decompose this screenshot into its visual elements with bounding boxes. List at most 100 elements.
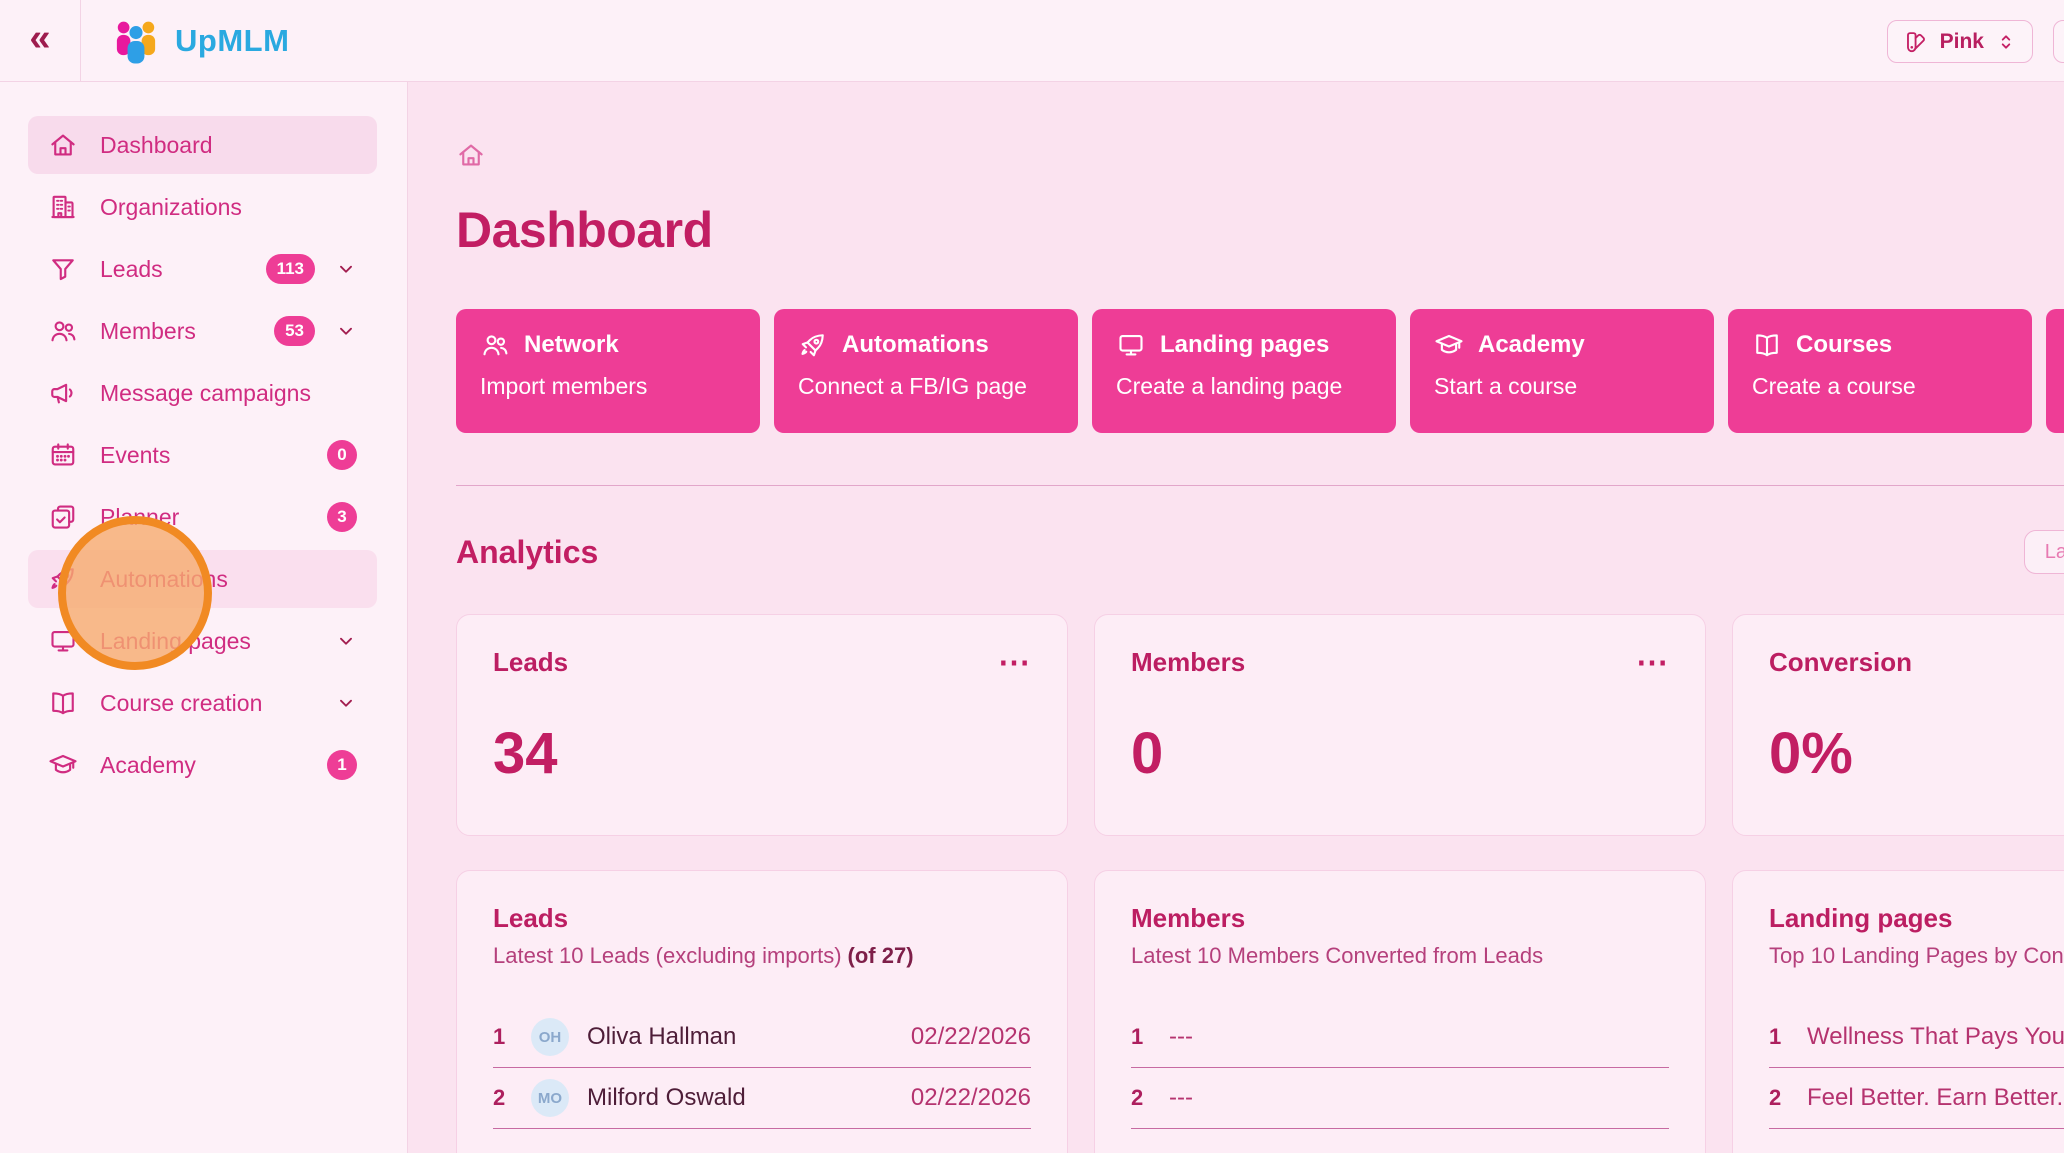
home-icon bbox=[48, 130, 78, 160]
quick-action-academy[interactable]: Academy Start a course bbox=[1410, 309, 1714, 433]
list-card-landing-pages: Landing pages Top 10 Landing Pages by Co… bbox=[1732, 870, 2064, 1153]
quick-action-network[interactable]: Network Import members bbox=[456, 309, 760, 433]
quick-action-subtitle: Create a landing page bbox=[1116, 373, 1343, 399]
sidebar-collapse-button[interactable]: « bbox=[0, 0, 81, 81]
page-title: Dashboard bbox=[456, 202, 713, 258]
sidebar-item-label: Message campaigns bbox=[100, 379, 311, 406]
members-count-badge: 53 bbox=[274, 316, 315, 346]
sidebar-item-course-creation[interactable]: Course creation bbox=[28, 674, 377, 732]
sidebar-item-planner[interactable]: Planner 3 bbox=[28, 488, 377, 546]
landing-page-row[interactable]: 1 Wellness That Pays You Back bbox=[1769, 1007, 2064, 1068]
quick-action-partial[interactable]: C bbox=[2046, 309, 2064, 433]
list-card-subtitle-text: Latest 10 Leads (excluding imports) bbox=[493, 943, 842, 968]
date-range-filter[interactable]: Last 30 days 01/2 bbox=[2023, 530, 2064, 574]
partial-topbar-button[interactable] bbox=[2053, 20, 2064, 63]
row-number: 1 bbox=[1769, 1024, 1782, 1049]
rocket-icon bbox=[798, 330, 828, 360]
ellipsis-menu-icon[interactable]: ⋯ bbox=[1636, 643, 1669, 680]
sidebar-item-label: Members bbox=[100, 317, 196, 344]
sidebar-item-academy[interactable]: Academy 1 bbox=[28, 736, 377, 794]
stat-card-title: Members bbox=[1131, 647, 1246, 677]
sidebar-item-automations[interactable]: Automations bbox=[28, 550, 377, 608]
funnel-icon bbox=[48, 254, 78, 284]
list-card-members: Members Latest 10 Members Converted from… bbox=[1094, 870, 1706, 1153]
stat-card-value: 0% bbox=[1769, 721, 1853, 786]
sidebar-item-label: Automations bbox=[100, 565, 228, 592]
people-icon bbox=[480, 330, 510, 360]
theme-selector[interactable]: Pink bbox=[1886, 20, 2033, 63]
ellipsis-menu-icon[interactable]: ⋯ bbox=[998, 643, 1031, 680]
chevron-down-icon[interactable] bbox=[335, 320, 357, 342]
analytics-header: Analytics Last 30 days 01/2 bbox=[456, 530, 2064, 574]
clipboard-check-icon bbox=[48, 502, 78, 532]
member-name: --- bbox=[1169, 1084, 1193, 1111]
main-content: Dashboard Network Import members Automat… bbox=[408, 82, 2064, 1153]
row-number: 2 bbox=[493, 1085, 506, 1110]
quick-action-title: Courses bbox=[1796, 331, 1893, 358]
chevron-down-icon[interactable] bbox=[335, 258, 357, 280]
sidebar-item-label: Events bbox=[100, 441, 171, 468]
topbar: « UpMLM Pink bbox=[0, 0, 2064, 82]
events-count-badge: 0 bbox=[327, 440, 357, 470]
quick-action-subtitle: Start a course bbox=[1434, 373, 1578, 399]
sidebar-item-organizations[interactable]: Organizations bbox=[28, 178, 377, 236]
list-card-subtitle-text: Latest 10 Members Converted from Leads bbox=[1131, 943, 1544, 968]
sidebar-item-label: Organizations bbox=[100, 193, 242, 220]
list-card-subtitle: Top 10 Landing Pages by Convers bbox=[1769, 943, 2064, 969]
sidebar-item-message-campaigns[interactable]: Message campaigns bbox=[28, 364, 377, 422]
rocket-icon bbox=[48, 564, 78, 594]
planner-count-badge: 3 bbox=[327, 502, 357, 532]
member-row[interactable]: 2 --- bbox=[1131, 1068, 1669, 1129]
avatar: OH bbox=[531, 1018, 569, 1056]
sidebar-item-leads[interactable]: Leads 113 bbox=[28, 240, 377, 298]
stat-cards-row: Leads ⋯ 34 Members ⋯ 0 Conversion bbox=[456, 614, 2064, 836]
chevron-down-icon[interactable] bbox=[335, 630, 357, 652]
list-card-leads: Leads Latest 10 Leads (excluding imports… bbox=[456, 870, 1068, 1153]
leads-count-badge: 113 bbox=[265, 254, 315, 284]
stat-card-members: Members ⋯ 0 bbox=[1094, 614, 1706, 836]
quick-action-title: Automations bbox=[842, 331, 989, 358]
member-name: --- bbox=[1169, 1023, 1193, 1050]
stat-card-title: Leads bbox=[493, 647, 569, 677]
quick-action-subtitle: Connect a FB/IG page bbox=[798, 373, 1027, 399]
quick-action-title: Landing pages bbox=[1160, 331, 1330, 358]
landing-page-row[interactable]: 2 Feel Better. Earn Better. bbox=[1769, 1068, 2064, 1129]
graduation-cap-icon bbox=[1434, 330, 1464, 360]
brand-logo[interactable]: UpMLM bbox=[109, 14, 289, 68]
breadcrumb[interactable] bbox=[456, 140, 2064, 175]
lead-row[interactable]: 2 MO Milford Oswald 02/22/2026 bbox=[493, 1068, 1031, 1129]
row-number: 2 bbox=[1131, 1085, 1144, 1110]
quick-action-title: Academy bbox=[1478, 331, 1585, 358]
member-row[interactable]: 1 --- bbox=[1131, 1007, 1669, 1068]
row-number: 2 bbox=[1769, 1085, 1782, 1110]
quick-action-subtitle: Create a course bbox=[1752, 373, 1916, 399]
quick-action-landing-pages[interactable]: Landing pages Create a landing page bbox=[1092, 309, 1396, 433]
quick-action-title: Network bbox=[524, 331, 619, 358]
analytics-title: Analytics bbox=[456, 533, 599, 570]
stat-card-value: 34 bbox=[493, 721, 558, 786]
monitor-icon bbox=[1116, 330, 1146, 360]
list-card-title: Landing pages bbox=[1769, 903, 1953, 933]
landing-page-name: Feel Better. Earn Better. bbox=[1807, 1084, 2064, 1111]
stat-card-value: 0 bbox=[1131, 721, 1164, 786]
academy-count-badge: 1 bbox=[327, 750, 357, 780]
quick-action-courses[interactable]: Courses Create a course bbox=[1728, 309, 2032, 433]
sidebar-item-events[interactable]: Events 0 bbox=[28, 426, 377, 484]
list-card-subtitle: Latest 10 Leads (excluding imports) (of 2… bbox=[493, 943, 1031, 969]
sidebar: Dashboard Organizations Leads 113 Member… bbox=[0, 82, 408, 1153]
open-book-icon bbox=[48, 688, 78, 718]
chevron-down-icon[interactable] bbox=[335, 692, 357, 714]
sidebar-item-landing-pages[interactable]: Landing pages bbox=[28, 612, 377, 670]
stat-card-conversion: Conversion 0% bbox=[1732, 614, 2064, 836]
sidebar-item-members[interactable]: Members 53 bbox=[28, 302, 377, 360]
list-card-title: Leads bbox=[493, 903, 569, 933]
sidebar-item-label: Landing pages bbox=[100, 627, 251, 654]
sidebar-item-dashboard[interactable]: Dashboard bbox=[28, 116, 377, 174]
updown-chevrons-icon bbox=[1995, 31, 2017, 53]
swatchbook-icon bbox=[1903, 29, 1929, 55]
quick-action-automations[interactable]: Automations Connect a FB/IG page bbox=[774, 309, 1078, 433]
lead-row[interactable]: 1 OH Oliva Hallman 02/22/2026 bbox=[493, 1007, 1031, 1068]
brand-name: UpMLM bbox=[175, 22, 290, 58]
megaphone-icon bbox=[48, 378, 78, 408]
